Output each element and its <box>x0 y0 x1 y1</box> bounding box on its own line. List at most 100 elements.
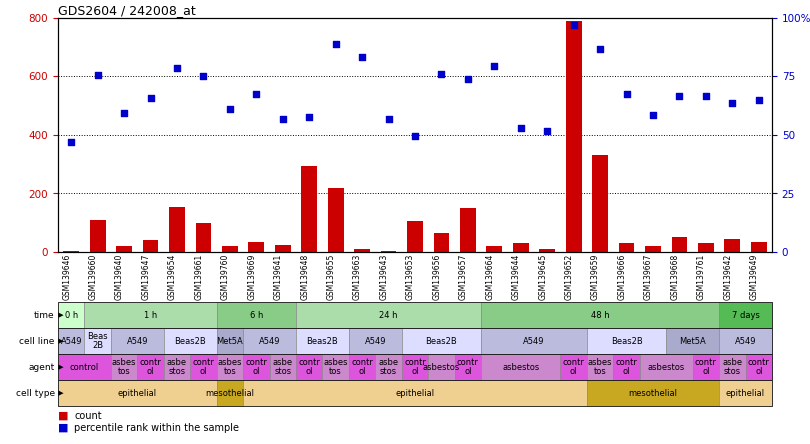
Text: GSM139641: GSM139641 <box>274 254 283 300</box>
Text: asbestos: asbestos <box>648 362 684 372</box>
Point <box>726 99 739 107</box>
Bar <box>116 246 132 252</box>
Text: contr
ol: contr ol <box>457 358 479 377</box>
Point <box>462 76 475 83</box>
Text: GSM139659: GSM139659 <box>591 254 600 300</box>
Point <box>435 70 448 77</box>
Bar <box>249 242 264 252</box>
Text: GSM139661: GSM139661 <box>194 254 203 300</box>
Text: GSM139646: GSM139646 <box>62 254 71 300</box>
Point <box>646 111 659 118</box>
Point <box>382 115 395 123</box>
Text: contr
ol: contr ol <box>616 358 637 377</box>
Bar <box>433 233 450 252</box>
Bar <box>698 243 714 252</box>
Text: cell line: cell line <box>19 337 55 345</box>
Text: epithelial: epithelial <box>395 388 434 397</box>
Bar <box>328 188 343 252</box>
Text: GSM139644: GSM139644 <box>512 254 521 300</box>
Text: 7 days: 7 days <box>731 310 760 320</box>
Text: asbestos: asbestos <box>423 362 460 372</box>
Text: GSM139645: GSM139645 <box>538 254 548 300</box>
Point <box>197 73 210 80</box>
Bar <box>671 238 688 252</box>
Bar <box>592 155 608 252</box>
Text: mesothelial: mesothelial <box>206 388 254 397</box>
Text: asbes
tos: asbes tos <box>588 358 612 377</box>
Text: GSM139654: GSM139654 <box>168 254 177 300</box>
Text: 0 h: 0 h <box>65 310 78 320</box>
Text: epithelial: epithelial <box>726 388 765 397</box>
Text: A549: A549 <box>523 337 545 345</box>
Text: GDS2604 / 242008_at: GDS2604 / 242008_at <box>58 4 196 17</box>
Text: ■: ■ <box>58 423 69 433</box>
Text: contr
ol: contr ol <box>352 358 373 377</box>
Text: A549: A549 <box>735 337 757 345</box>
Text: Met5A: Met5A <box>216 337 243 345</box>
Bar <box>565 21 582 252</box>
Text: contr
ol: contr ol <box>748 358 769 377</box>
Text: GSM139648: GSM139648 <box>301 254 309 300</box>
Bar <box>354 249 370 252</box>
Text: contr
ol: contr ol <box>695 358 717 377</box>
Point <box>276 115 289 123</box>
Bar <box>460 208 475 252</box>
Text: GSM139643: GSM139643 <box>380 254 389 300</box>
Text: epithelial: epithelial <box>117 388 157 397</box>
Bar <box>539 249 555 252</box>
Text: asbe
stos: asbe stos <box>378 358 399 377</box>
Point <box>699 92 712 99</box>
Text: ▶: ▶ <box>56 338 63 344</box>
Text: GSM139761: GSM139761 <box>697 254 706 300</box>
Point <box>541 127 554 134</box>
Bar <box>724 239 740 252</box>
Text: 24 h: 24 h <box>379 310 398 320</box>
Text: contr
ol: contr ol <box>245 358 267 377</box>
Point <box>65 139 78 146</box>
Text: asbes
tos: asbes tos <box>112 358 136 377</box>
Text: 6 h: 6 h <box>249 310 263 320</box>
Point <box>92 71 104 79</box>
Text: A549: A549 <box>259 337 280 345</box>
Point <box>171 64 184 71</box>
Point <box>567 22 580 29</box>
Point <box>117 110 130 117</box>
Text: Beas2B: Beas2B <box>611 337 642 345</box>
Point <box>249 91 262 98</box>
Text: asbe
stos: asbe stos <box>723 358 743 377</box>
Text: GSM139649: GSM139649 <box>750 254 759 300</box>
Text: asbe
stos: asbe stos <box>167 358 187 377</box>
Text: GSM139647: GSM139647 <box>142 254 151 300</box>
Point <box>408 133 421 140</box>
Point <box>303 114 316 121</box>
Text: cell type: cell type <box>15 388 55 397</box>
Point <box>144 95 157 102</box>
Text: ■: ■ <box>58 411 69 421</box>
Text: contr
ol: contr ol <box>139 358 161 377</box>
Text: GSM139657: GSM139657 <box>459 254 468 300</box>
Point <box>224 105 237 112</box>
Text: percentile rank within the sample: percentile rank within the sample <box>75 423 239 433</box>
Text: GSM139655: GSM139655 <box>326 254 335 300</box>
Point <box>514 124 527 131</box>
Text: Beas2B: Beas2B <box>306 337 339 345</box>
Text: control: control <box>70 362 99 372</box>
Text: A549: A549 <box>126 337 148 345</box>
Text: GSM139642: GSM139642 <box>723 254 732 300</box>
Text: contr
ol: contr ol <box>563 358 585 377</box>
Bar <box>619 243 634 252</box>
Text: ▶: ▶ <box>56 364 63 370</box>
Bar <box>195 223 211 252</box>
Text: GSM139656: GSM139656 <box>433 254 441 300</box>
Text: mesothelial: mesothelial <box>629 388 677 397</box>
Bar <box>275 245 291 252</box>
Bar <box>407 221 423 252</box>
Text: Beas2B: Beas2B <box>174 337 206 345</box>
Point <box>329 41 342 48</box>
Point <box>620 91 633 98</box>
Point <box>594 45 607 52</box>
Point <box>752 96 765 103</box>
Bar <box>381 250 396 252</box>
Text: GSM139660: GSM139660 <box>88 254 98 300</box>
Bar <box>90 220 105 252</box>
